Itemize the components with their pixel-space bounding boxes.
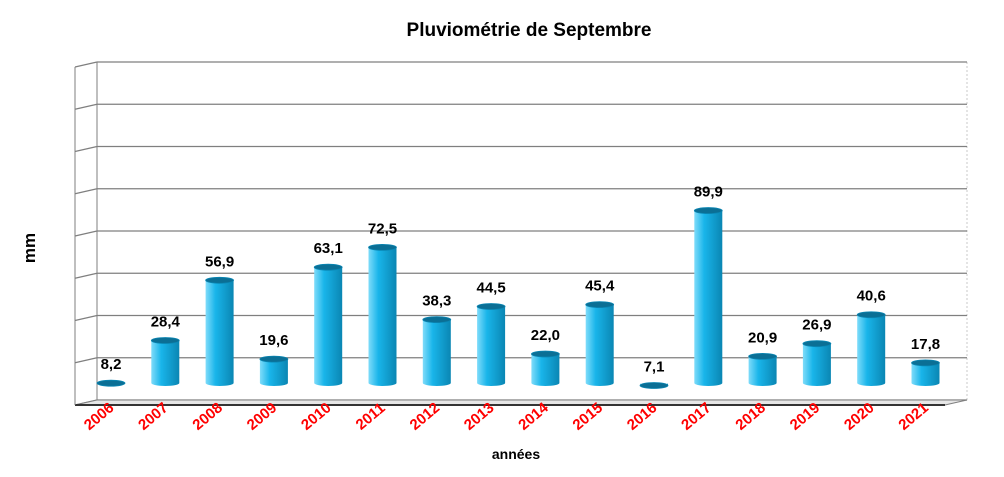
- bar: [857, 314, 886, 386]
- bar-top: [205, 276, 235, 284]
- bar: [314, 267, 343, 386]
- gridline-side: [74, 230, 98, 237]
- data-label: 28,4: [151, 314, 181, 331]
- bar: [422, 319, 451, 386]
- bar: [802, 343, 831, 386]
- gridline-side: [74, 272, 98, 279]
- data-label: 63,1: [314, 240, 343, 257]
- bar-top: [96, 379, 126, 387]
- data-label: 20,9: [748, 329, 777, 346]
- data-label: 40,6: [857, 288, 886, 305]
- data-label: 44,5: [476, 279, 505, 296]
- data-label: 56,9: [205, 253, 234, 270]
- data-label: 26,9: [802, 317, 831, 334]
- chart-title: Pluviométrie de Septembre: [407, 20, 652, 41]
- y-axis-label: mm: [20, 233, 39, 263]
- bar-top: [802, 340, 832, 348]
- bar-top: [639, 382, 669, 389]
- bar: [368, 247, 397, 386]
- bar-top: [748, 352, 777, 360]
- bar-top: [150, 337, 180, 344]
- bar-top: [476, 303, 506, 310]
- bar: [694, 210, 723, 386]
- bar-top: [856, 311, 886, 319]
- bar: [259, 359, 288, 386]
- gridline-side: [74, 103, 98, 110]
- data-label: 17,8: [911, 336, 940, 353]
- bar-top: [693, 207, 723, 214]
- data-label: 89,9: [694, 184, 723, 201]
- bar: [205, 280, 234, 386]
- bar: [911, 362, 940, 386]
- bar: [585, 304, 614, 386]
- data-label: 19,6: [259, 332, 288, 349]
- data-label: 38,3: [422, 293, 451, 310]
- bar-top: [531, 350, 560, 358]
- data-label: 8,2: [101, 356, 122, 373]
- bar: [477, 306, 506, 386]
- data-label: 45,4: [585, 278, 615, 295]
- bars: [96, 207, 940, 389]
- bar-top: [259, 355, 289, 363]
- gridline-side: [74, 357, 98, 364]
- grid: [74, 61, 968, 406]
- bar-top: [585, 301, 615, 308]
- gridline-side: [74, 314, 98, 322]
- bar-top: [911, 359, 940, 367]
- data-labels: 8,2 28,4 56,9 19,6 63,1 72,5 38,3 44,5 22,0 45,4 7…: [101, 184, 941, 376]
- bar-top: [422, 316, 452, 323]
- data-label: 22,0: [531, 327, 560, 344]
- bar: [531, 354, 560, 386]
- bar-top: [313, 263, 343, 271]
- bar-top: [368, 243, 397, 251]
- gridline-side: [74, 145, 98, 153]
- data-label: 7,1: [644, 359, 665, 376]
- bar: [151, 340, 180, 386]
- gridline-side: [74, 61, 98, 68]
- bar: [748, 356, 777, 386]
- data-label: 72,5: [368, 220, 397, 237]
- gridline-side: [74, 188, 98, 195]
- x-axis-label: années: [492, 446, 540, 462]
